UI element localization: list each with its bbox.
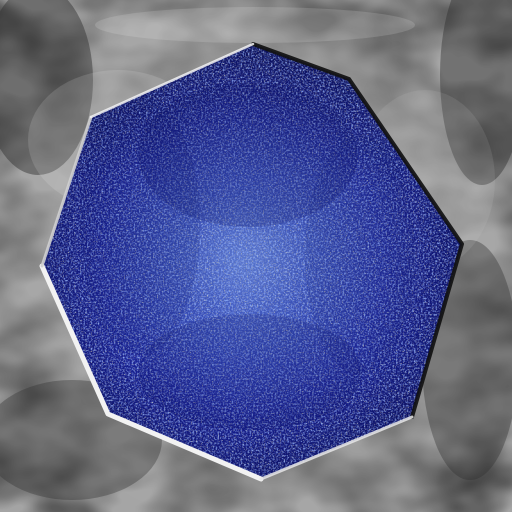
texture-scene <box>0 0 512 512</box>
image-canvas <box>0 0 512 512</box>
